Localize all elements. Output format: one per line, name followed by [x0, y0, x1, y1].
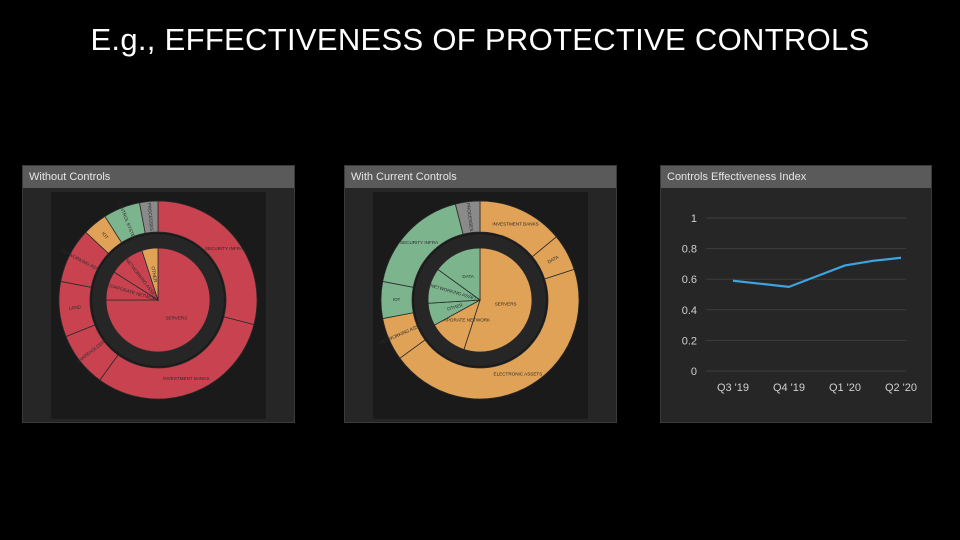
panel-with-current-controls: With Current Controls INVESTMENT BANKS DA… — [344, 165, 617, 423]
y-tick-label: 0 — [691, 366, 697, 378]
y-tick-label: 0.6 — [682, 274, 697, 286]
inner-slice-servers — [463, 247, 533, 353]
panel-body: INVESTMENT BANKS DATA ELECTRONIC ASSETS NET… — [345, 188, 616, 422]
outer-label-security-infra: SECURITY INFRA — [400, 240, 439, 245]
outer-label-processes: PROCESSES — [147, 202, 155, 231]
y-tick-label: 0.2 — [682, 335, 697, 347]
x-tick-label: Q1 '20 — [829, 382, 861, 394]
panel-header: With Current Controls — [345, 166, 616, 188]
inner-slice-data — [437, 247, 481, 301]
inner-label-data: DATA — [462, 274, 475, 279]
x-tick-label: Q2 '20 — [885, 382, 917, 394]
x-tick-label: Q4 '19 — [773, 382, 805, 394]
y-tick-label: 1 — [691, 213, 697, 225]
y-tick-label: 0.4 — [682, 305, 697, 317]
panel-body: 1 0.8 0.6 0.4 0.2 0 Q3 '19 Q4 '19 Q1 '20 Q2 '20 — [661, 188, 931, 422]
panel-header: Without Controls — [23, 166, 294, 188]
inner-label-servers: SERVERS — [495, 301, 517, 306]
outer-label-security-infra: SECURITY INFRA — [205, 246, 244, 251]
inner-label-servers: SERVERS — [165, 316, 187, 321]
panel-without-controls: Without Controls SECURITY INFRA INVESTMEN… — [22, 165, 295, 423]
outer-label-electronic-assets: ELECTRONIC ASSETS — [494, 372, 543, 377]
outer-label-land: LAND — [69, 304, 82, 310]
x-tick-label: Q3 '19 — [717, 382, 749, 394]
inner-slice-other — [141, 247, 159, 301]
inner-label-corporate-network: CORPORATE NETWORK — [437, 317, 491, 322]
panel-body: SECURITY INFRA INVESTMENT BANKS SHAREHOLDE… — [23, 188, 294, 422]
outer-label-investment-banks: INVESTMENT BANKS — [163, 376, 209, 381]
slide-title: E.g., EFFECTIVENESS OF PROTECTIVE CONTRO… — [90, 22, 870, 57]
outer-slice-electronic-assets — [399, 268, 580, 400]
inner-label-other: OTHER — [150, 266, 158, 283]
outer-label-iot: IOT — [393, 297, 401, 302]
outer-slice-processes — [454, 200, 481, 235]
line-chart-effectiveness: 1 0.8 0.6 0.4 0.2 0 Q3 '19 Q4 '19 Q1 '20 Q2 '20 — [682, 213, 917, 394]
outer-label-data: DATA — [547, 254, 560, 264]
inner-slice-servers — [105, 247, 211, 353]
outer-label-processes: PROCESSES — [466, 203, 475, 232]
inner-label-other: OTHER — [447, 302, 464, 311]
panel-controls-effectiveness: Controls Effectiveness Index 1 0.8 0.6 0.4 0… — [660, 165, 932, 423]
series-line — [732, 256, 902, 288]
panel-header: Controls Effectiveness Index — [661, 166, 931, 188]
outer-slice-processes — [138, 200, 159, 234]
outer-label-iot: IOT — [101, 231, 110, 240]
y-tick-label: 0.8 — [682, 244, 697, 256]
outer-label-investment-banks: INVESTMENT BANKS — [492, 222, 538, 227]
